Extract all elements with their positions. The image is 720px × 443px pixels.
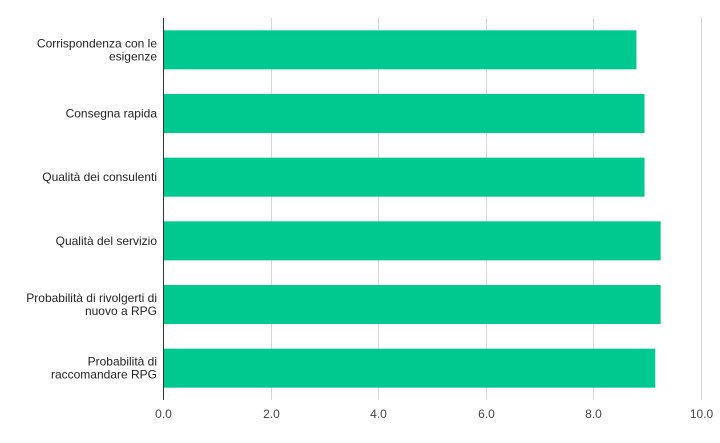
category-labels: Corrispondenza con le esigenze Consegna ra… bbox=[26, 36, 157, 381]
x-tick-label: 4.0 bbox=[370, 407, 387, 421]
category-label: Probabilità di rivolgerti di nuovo a RPG bbox=[26, 291, 157, 318]
category-label-line: Qualità del servizio bbox=[56, 234, 158, 248]
bar bbox=[164, 157, 645, 197]
bar bbox=[164, 30, 637, 70]
x-tick-label: 6.0 bbox=[478, 407, 495, 421]
x-tick-label: 2.0 bbox=[263, 407, 280, 421]
category-label-line: nuovo a RPG bbox=[85, 304, 157, 318]
bars bbox=[164, 30, 661, 388]
x-tick-label: 0.0 bbox=[155, 407, 172, 421]
bar bbox=[164, 348, 656, 388]
category-label-line: Qualità dei consulenti bbox=[42, 170, 157, 184]
bar bbox=[164, 94, 645, 133]
bar bbox=[164, 285, 661, 324]
x-tick-label: 10.0 bbox=[690, 407, 714, 421]
category-label-line: Corrispondenza con le bbox=[37, 36, 157, 50]
x-tick-label: 8.0 bbox=[585, 407, 602, 421]
category-label-line: Probabilità di bbox=[88, 355, 157, 369]
category-label: Corrispondenza con le esigenze bbox=[37, 36, 157, 63]
category-label-line: raccomandare RPG bbox=[51, 368, 157, 382]
category-label: Consegna rapida bbox=[66, 107, 158, 121]
category-label: Qualità del servizio bbox=[56, 234, 158, 248]
category-label-line: Consegna rapida bbox=[66, 107, 158, 121]
x-tick-labels: 0.0 2.0 4.0 6.0 8.0 10.0 bbox=[155, 407, 713, 421]
gridlines bbox=[271, 18, 702, 400]
category-label: Qualità dei consulenti bbox=[42, 170, 157, 184]
category-label: Probabilità di raccomandare RPG bbox=[51, 355, 157, 382]
category-label-line: esigenze bbox=[109, 49, 157, 63]
bar bbox=[164, 221, 661, 261]
category-label-line: Probabilità di rivolgerti di bbox=[26, 291, 157, 305]
